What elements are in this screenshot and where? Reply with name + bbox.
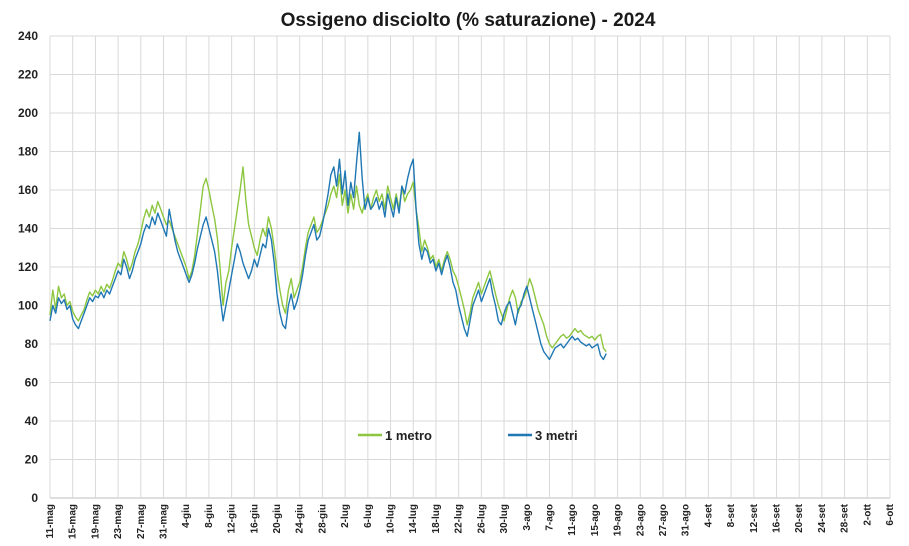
y-tick-label: 20	[25, 453, 39, 467]
x-tick-label: 20-set	[794, 503, 805, 533]
x-tick-label: 16-set	[771, 503, 782, 533]
x-tick-label: 19-ago	[613, 504, 624, 536]
y-tick-label: 140	[18, 222, 38, 236]
y-tick-label: 240	[18, 29, 38, 43]
x-tick-label: 15-mag	[68, 504, 79, 539]
x-tick-label: 6-ott	[885, 503, 896, 525]
x-tick-label: 26-lug	[476, 504, 487, 533]
legend-label-2: 3 metri	[535, 428, 578, 443]
y-axis-ticks: 0 20 40 60 80 100 120 140 160 180 200 220 240	[18, 29, 38, 505]
x-tick-label: 31-mag	[159, 504, 170, 539]
x-tick-label: 3-ago	[522, 504, 533, 531]
y-tick-label: 100	[18, 299, 38, 313]
x-tick-label: 24-giu	[295, 504, 306, 533]
y-tick-label: 60	[25, 376, 39, 390]
x-tick-label: 6-lug	[363, 504, 374, 528]
x-tick-label: 11-mag	[45, 504, 56, 538]
x-tick-label: 31-ago	[681, 504, 692, 536]
grid	[49, 35, 891, 499]
x-tick-label: 27-mag	[136, 504, 147, 539]
x-tick-label: 23-ago	[635, 504, 646, 536]
x-tick-label: 2-ott	[862, 503, 873, 525]
x-tick-label: 19-mag	[90, 504, 101, 539]
x-tick-label: 14-lug	[408, 504, 419, 533]
x-tick-label: 20-giu	[272, 504, 283, 533]
x-tick-label: 22-lug	[454, 504, 465, 533]
x-tick-label: 28-giu	[317, 504, 328, 533]
y-tick-label: 180	[18, 145, 38, 159]
chart-title: Ossigeno disciolto (% saturazione) - 202…	[281, 10, 656, 31]
x-tick-label: 4-giu	[181, 504, 192, 528]
y-tick-label: 40	[25, 414, 39, 428]
series-line-2	[49, 131, 607, 361]
y-tick-label: 0	[31, 491, 38, 505]
x-tick-label: 27-ago	[658, 504, 669, 536]
series-lines	[49, 131, 607, 361]
x-tick-label: 23-mag	[113, 504, 124, 539]
y-tick-label: 220	[18, 68, 38, 82]
legend: 1 metro 3 metri	[358, 428, 578, 443]
x-tick-label: 12-giu	[227, 504, 238, 533]
x-tick-label: 8-giu	[204, 504, 215, 528]
x-tick-label: 28-set	[840, 503, 851, 533]
x-tick-label: 18-lug	[431, 504, 442, 533]
series-line-1	[49, 166, 607, 353]
y-tick-label: 120	[18, 260, 38, 274]
x-tick-label: 15-ago	[590, 504, 601, 536]
x-tick-label: 12-set	[749, 503, 760, 533]
y-tick-label: 200	[18, 106, 38, 120]
x-tick-label: 8-set	[726, 503, 737, 527]
legend-label-1: 1 metro	[385, 428, 432, 443]
y-tick-label: 160	[18, 183, 38, 197]
x-tick-label: 2-lug	[340, 504, 351, 528]
x-tick-label: 7-ago	[544, 504, 555, 531]
x-tick-label: 11-ago	[567, 504, 578, 536]
y-tick-label: 80	[25, 337, 39, 351]
x-tick-label: 30-lug	[499, 504, 510, 533]
x-tick-label: 10-lug	[386, 504, 397, 533]
x-tick-label: 24-set	[817, 503, 828, 533]
x-axis-ticks: 11-mag 15-mag 19-mag 23-mag 27-mag 31-mag 4-gi…	[45, 503, 896, 539]
x-tick-label: 16-giu	[249, 504, 260, 533]
x-tick-label: 4-set	[703, 503, 714, 527]
